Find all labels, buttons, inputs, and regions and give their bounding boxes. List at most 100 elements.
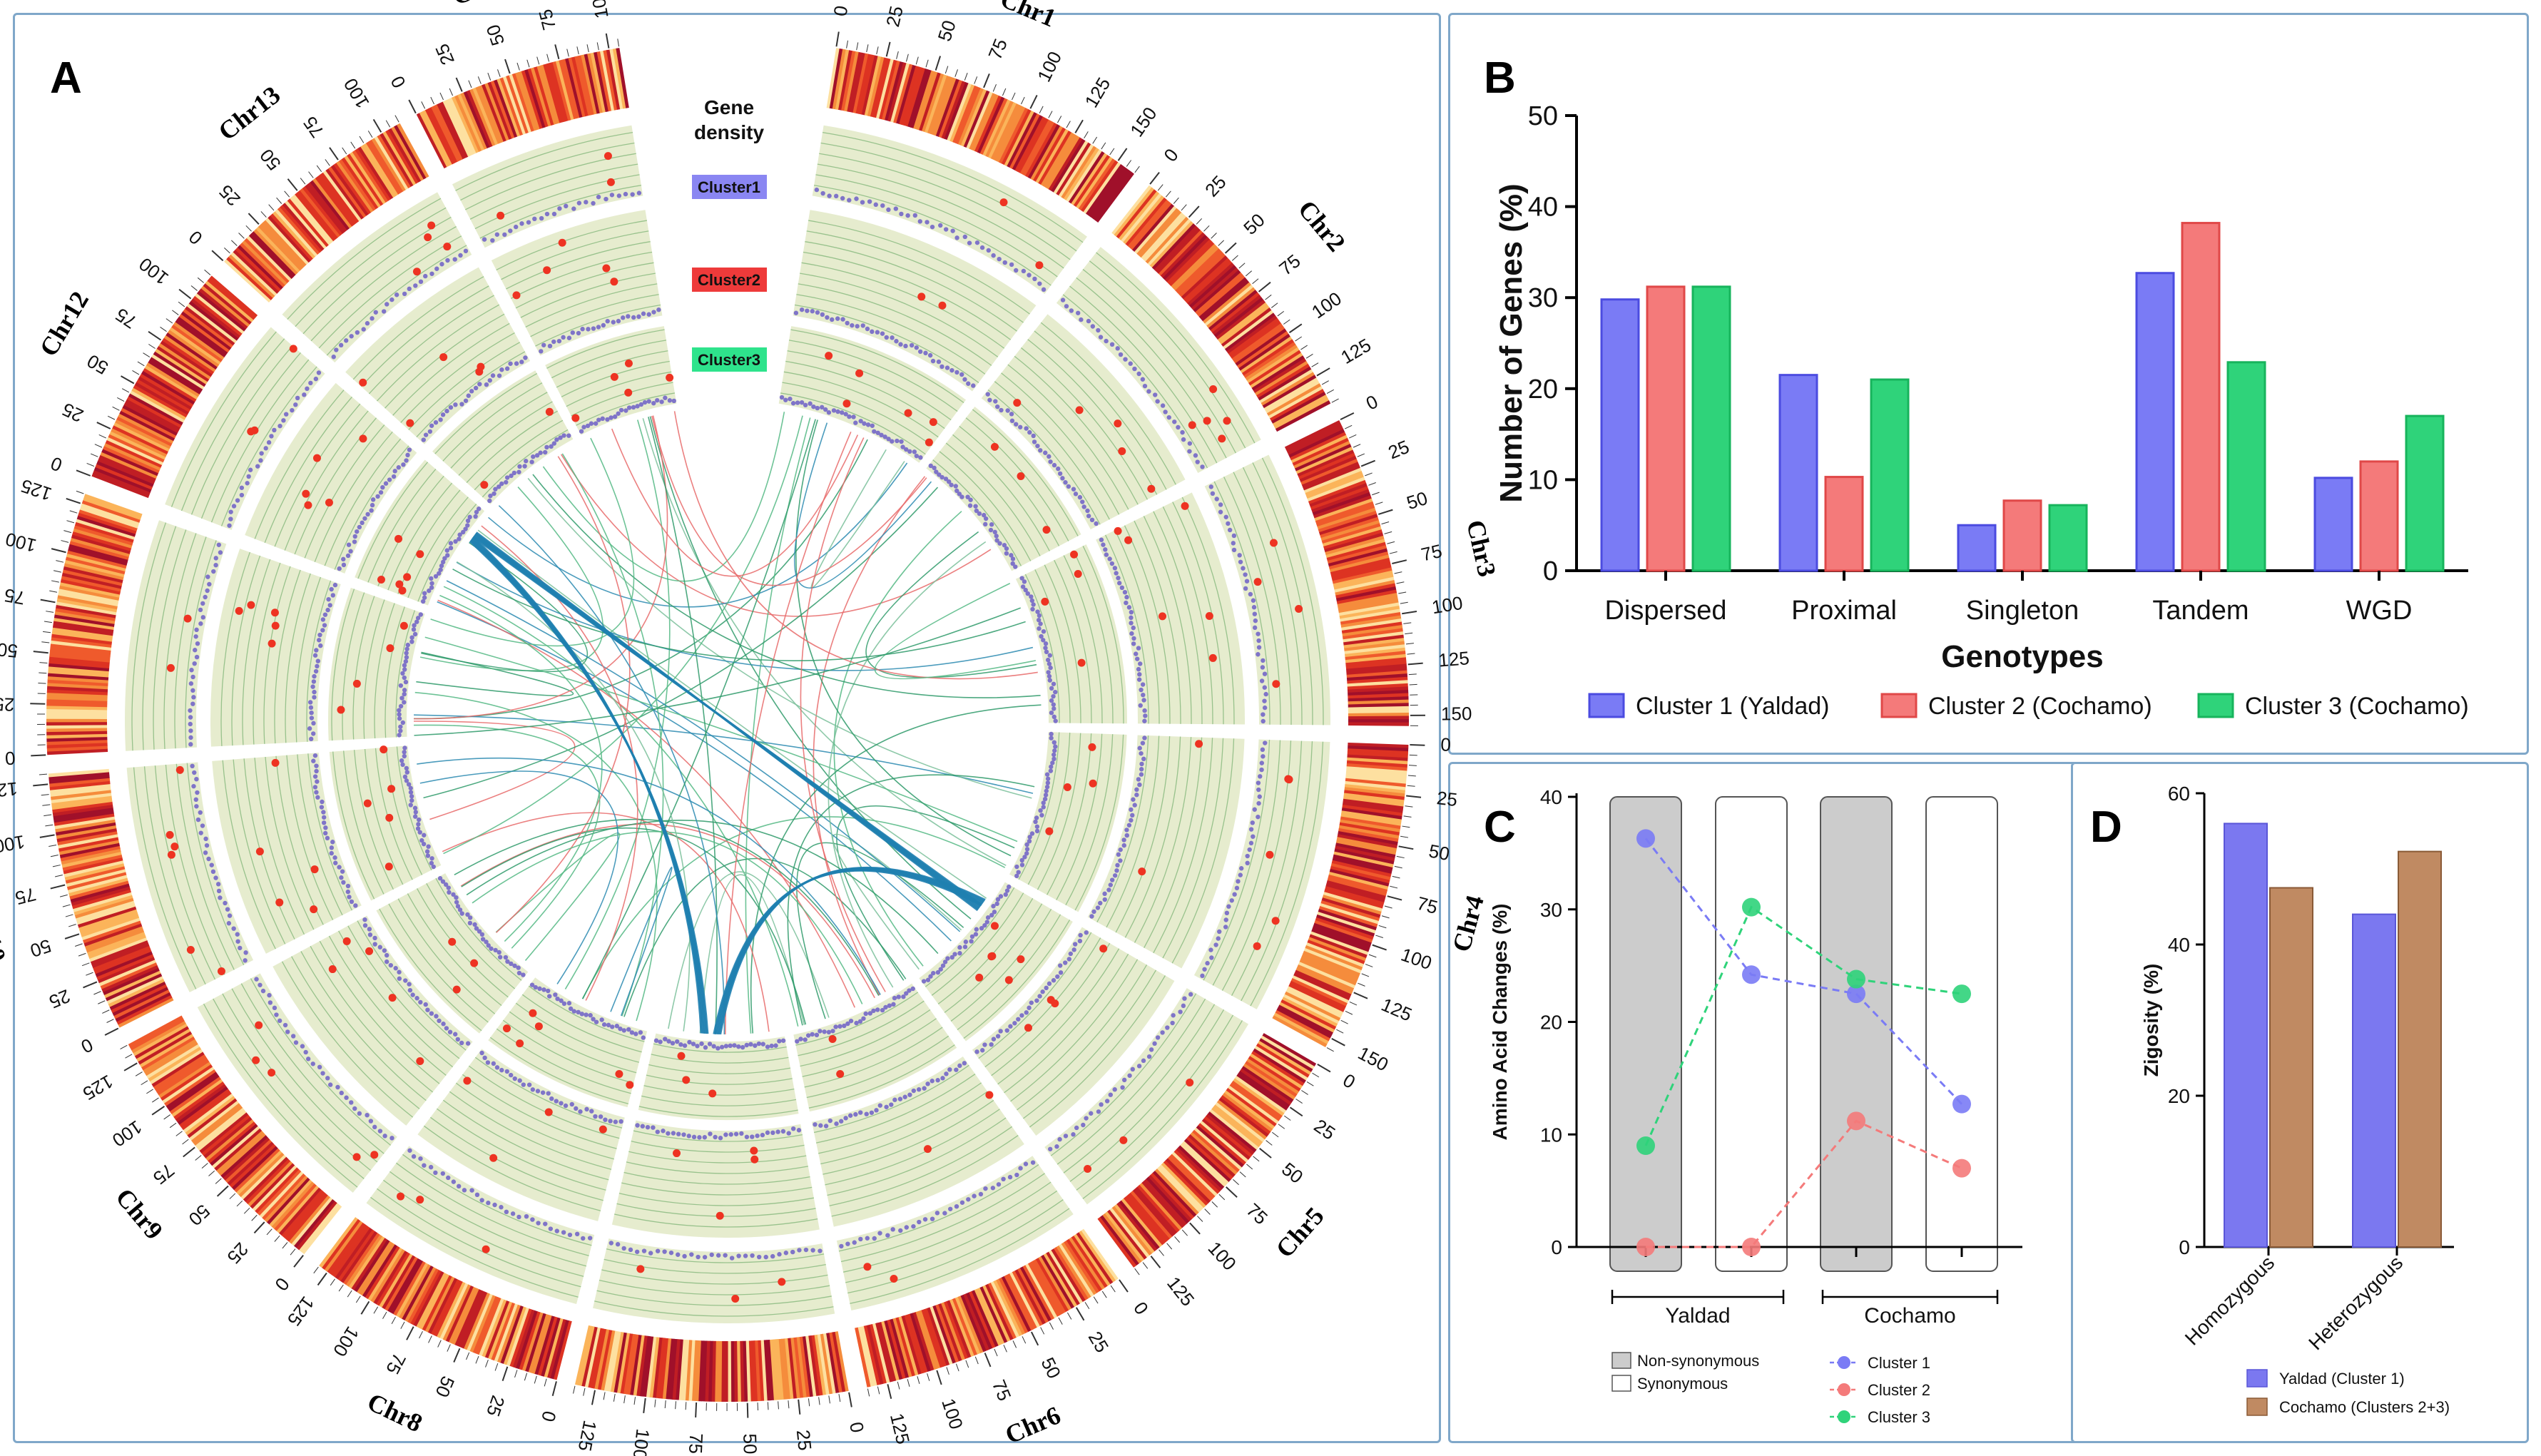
- heatmap-cell: [193, 1105, 243, 1146]
- heatmap-cell: [1323, 892, 1382, 912]
- heatmap-cell: [574, 56, 591, 116]
- variant-dot-high: [448, 937, 457, 946]
- synteny-link: [443, 415, 803, 855]
- track-line: [1074, 734, 1124, 911]
- tick-label: 25: [1201, 171, 1231, 201]
- variant-dot: [930, 224, 935, 230]
- heatmap-cell: [352, 150, 389, 203]
- heatmap-cell: [1284, 420, 1341, 450]
- heatmap-cell: [701, 1340, 708, 1402]
- variant-dot-high: [268, 639, 276, 648]
- tick-mark: [1368, 954, 1377, 958]
- heatmap-cell: [1285, 989, 1343, 1019]
- variant-dot: [559, 998, 564, 1003]
- variant-dot: [448, 404, 454, 410]
- variant-dot: [440, 879, 446, 884]
- variant-dot: [1243, 586, 1248, 591]
- heatmap-cell: [1265, 380, 1320, 414]
- heatmap-cell: [246, 235, 292, 281]
- tick-label: 50: [1427, 840, 1452, 865]
- variant-dot: [1236, 879, 1241, 884]
- variant-dot: [1180, 429, 1185, 435]
- variant-dot: [564, 203, 569, 209]
- variant-dot: [983, 516, 989, 521]
- variant-dot: [953, 484, 958, 489]
- track-line: [450, 392, 548, 469]
- heatmap-cell: [338, 158, 377, 211]
- track-line: [782, 382, 932, 447]
- heatmap-cell: [1141, 212, 1184, 260]
- track-3-chr14: [545, 326, 677, 435]
- x-tick-label: Tandem: [2152, 596, 2249, 626]
- heatmap-cell: [1320, 516, 1379, 539]
- tick-mark: [268, 204, 275, 211]
- tick-mark: [1012, 92, 1016, 101]
- variant-dot: [840, 410, 845, 415]
- heatmap-cell: [59, 581, 121, 598]
- variant-dot: [852, 1240, 857, 1245]
- synteny-link: [498, 505, 725, 1034]
- variant-dot: [994, 538, 999, 543]
- heatmap-cell: [1305, 471, 1363, 497]
- track-line: [1153, 738, 1213, 954]
- heatmap-cell: [365, 1246, 400, 1300]
- heatmap-cell: [388, 128, 422, 183]
- variant-dot: [1007, 884, 1012, 890]
- heatmap-cell: [915, 1310, 937, 1370]
- heatmap-cell: [1290, 434, 1348, 464]
- variant-dot: [648, 1251, 653, 1256]
- tick-mark: [245, 225, 252, 232]
- variant-dot: [238, 945, 243, 951]
- variant-dot: [904, 447, 909, 452]
- variant-dot: [917, 349, 923, 355]
- heatmap-cell: [1328, 874, 1388, 893]
- variant-dot: [1004, 551, 1009, 556]
- variant-dot: [584, 1106, 589, 1112]
- variant-dot: [593, 1114, 598, 1119]
- heatmap-cell: [1251, 1051, 1305, 1086]
- heatmap-cell: [1343, 798, 1404, 810]
- heatmap-cell: [1344, 644, 1405, 655]
- variant-dot: [312, 774, 318, 779]
- variant-dot: [1053, 718, 1058, 723]
- variant-dot-high: [1041, 597, 1049, 606]
- heatmap-cell: [1205, 1114, 1255, 1156]
- heatmap-cell: [1259, 1038, 1313, 1073]
- heatmap-cell: [1320, 903, 1379, 925]
- heatmap-cell: [1033, 127, 1066, 182]
- track-line: [798, 283, 992, 366]
- variant-dot: [744, 1042, 749, 1048]
- track-line: [294, 417, 377, 555]
- track-bg: [165, 327, 325, 530]
- variant-dot: [258, 982, 263, 987]
- legend-swatch-1: [1588, 693, 1625, 718]
- variant-dot-high: [673, 1149, 681, 1158]
- variant-dot: [477, 929, 482, 934]
- track-line: [240, 983, 385, 1154]
- track-line: [331, 589, 355, 741]
- variant-dot: [479, 932, 485, 937]
- heatmap-cell: [1341, 621, 1402, 634]
- tick-mark: [524, 1373, 528, 1381]
- synteny-link: [800, 437, 886, 992]
- heatmap-cell: [357, 146, 394, 200]
- variant-dot-high: [385, 813, 394, 822]
- heatmap-cell: [466, 90, 493, 148]
- track-line: [357, 920, 467, 1051]
- variant-dot: [1121, 838, 1126, 842]
- tick-mark: [317, 1272, 327, 1286]
- heatmap-cell: [1257, 1040, 1312, 1076]
- variant-dot: [510, 1211, 516, 1216]
- heatmap-cell: [1313, 495, 1372, 519]
- tick-mark: [182, 1139, 189, 1145]
- heatmap-cell: [808, 1335, 820, 1396]
- variant-dot: [415, 616, 421, 621]
- heatmap-cell: [89, 937, 148, 962]
- variant-dot: [884, 335, 889, 340]
- variant-dot: [425, 853, 431, 858]
- track-line: [1024, 574, 1060, 723]
- variant-dot: [505, 959, 510, 964]
- track-bg: [355, 459, 485, 606]
- heatmap-cell: [530, 67, 551, 127]
- variant-dot: [1073, 492, 1079, 497]
